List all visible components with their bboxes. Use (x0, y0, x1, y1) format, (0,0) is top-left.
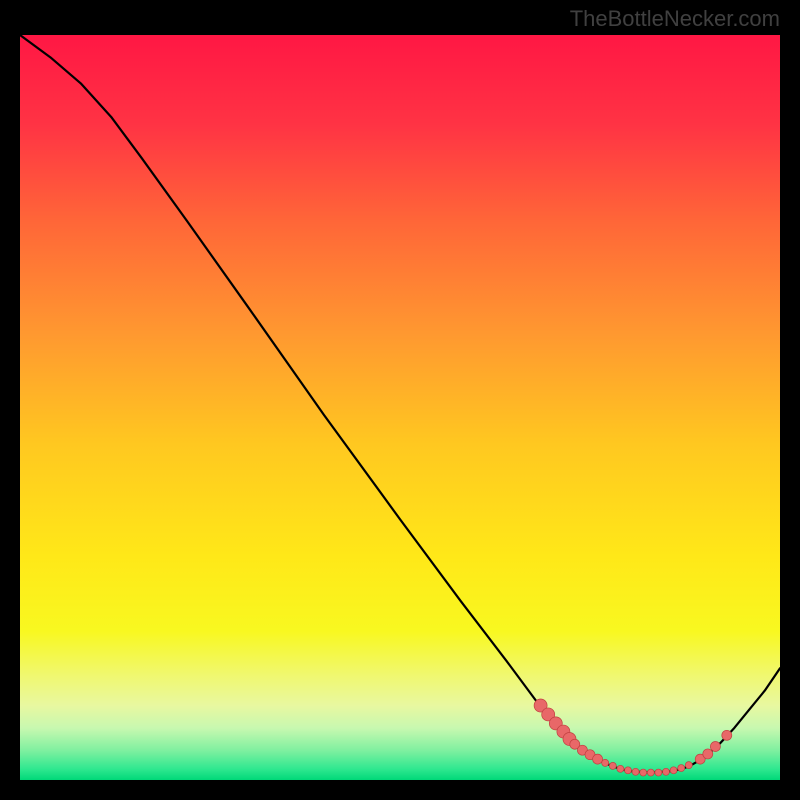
data-marker (640, 769, 647, 776)
data-marker (655, 769, 662, 776)
curve-layer (20, 35, 780, 780)
data-marker (670, 767, 677, 774)
chart-container (20, 35, 780, 780)
data-marker (703, 749, 713, 759)
data-marker (722, 730, 732, 740)
data-marker (663, 768, 670, 775)
data-marker (602, 759, 609, 766)
data-marker (632, 768, 639, 775)
data-marker (710, 741, 720, 751)
watermark-text: TheBottleNecker.com (570, 6, 780, 32)
data-marker (647, 769, 654, 776)
data-marker (609, 762, 616, 769)
data-marker (685, 762, 692, 769)
data-marker (593, 754, 603, 764)
data-marker (617, 765, 624, 772)
bottleneck-curve (20, 35, 780, 773)
data-marker (625, 767, 632, 774)
data-marker (678, 765, 685, 772)
data-markers (534, 699, 732, 776)
